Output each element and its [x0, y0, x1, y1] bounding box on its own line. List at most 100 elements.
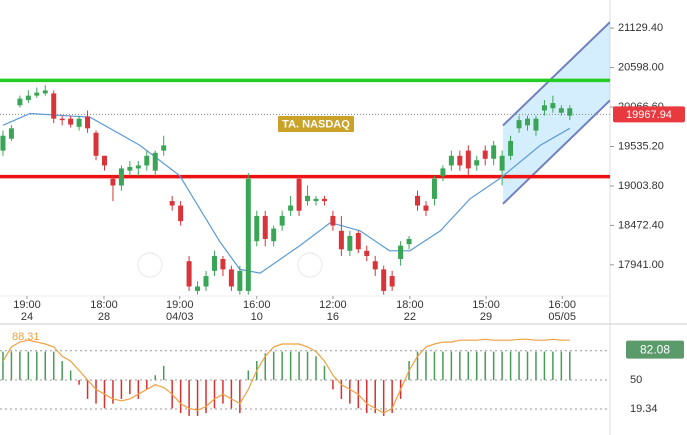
y-tick-label: 18472.40 [618, 219, 664, 231]
candle-body [101, 155, 107, 166]
candle-body [330, 215, 336, 226]
x-tick-label: 19:00 [166, 299, 194, 311]
candle-body [482, 150, 488, 159]
candle-body [338, 230, 344, 250]
x-tick-date: 16 [327, 311, 339, 323]
candle-body [169, 201, 175, 206]
candle-body [127, 166, 133, 171]
x-tick-label: 18:00 [90, 299, 118, 311]
candle-body [178, 205, 184, 222]
candle-body [144, 155, 150, 166]
last-price-box [613, 106, 685, 123]
y-tick-label: 20598.00 [618, 61, 664, 73]
candle-body [305, 195, 311, 202]
candle-body [34, 92, 40, 96]
x-tick-date: 28 [98, 311, 110, 323]
candle-body [68, 118, 74, 125]
x-tick-label: 16:00 [548, 299, 576, 311]
candle-body [525, 118, 531, 126]
candle-body [228, 269, 234, 287]
nav-left[interactable] [137, 252, 163, 278]
candle-body [8, 128, 14, 139]
channel-upper [502, 21, 610, 127]
candle-body [85, 116, 91, 129]
candle-body [296, 178, 302, 211]
candle-body [465, 150, 471, 169]
candle-body [398, 245, 404, 259]
candle-body [541, 105, 547, 111]
candle-body [431, 178, 437, 199]
candle-body [76, 118, 82, 127]
candle-body [262, 215, 268, 239]
candle-body [271, 228, 277, 242]
candle-body [415, 195, 421, 206]
x-tick-date: 10 [251, 311, 263, 323]
candle-body [372, 261, 378, 270]
candle-body [42, 90, 48, 94]
candle-body [474, 160, 480, 166]
candle-body [0, 135, 6, 151]
candle-body [313, 198, 319, 202]
plot-layer: TA. NASDAQ21129.4020598.0020066.6019535.… [0, 21, 685, 416]
candle-body [17, 98, 23, 106]
channel-fill [502, 22, 610, 204]
nav-buttons[interactable] [137, 252, 323, 278]
y-tick-label: 50 [630, 374, 642, 386]
legend-value: 88.31 [12, 331, 40, 343]
x-tick-date: 22 [404, 311, 416, 323]
candle-body [195, 286, 201, 291]
x-tick-label: 16:00 [243, 299, 271, 311]
candle-body [288, 205, 294, 211]
candle-body [516, 120, 522, 129]
x-tick-date: 24 [21, 311, 33, 323]
oscillator-line [2, 338, 570, 414]
candle-body [110, 178, 116, 186]
candle-body [440, 168, 446, 176]
x-tick-label: 12:00 [319, 299, 347, 311]
candle-body [51, 93, 57, 119]
candle-body [508, 140, 514, 156]
x-tick-date: 29 [480, 311, 492, 323]
last-value-box [626, 340, 684, 359]
last-price-label: 19967.94 [626, 109, 672, 121]
candle-body [186, 261, 192, 287]
candle-body [406, 238, 412, 245]
candle-body [448, 155, 454, 166]
channel-lower [502, 99, 610, 205]
candle-body [558, 108, 564, 113]
last-value-label: 82.08 [640, 342, 670, 356]
x-tick-label: 18:00 [396, 299, 424, 311]
candle-body [203, 276, 209, 287]
candle-body [25, 95, 31, 101]
annotation: TA. NASDAQ [282, 118, 350, 130]
x-tick-label: 15:00 [472, 299, 500, 311]
x-tick-label: 19:00 [13, 299, 41, 311]
candle-body [254, 215, 260, 242]
candle-body [381, 269, 387, 291]
candle-body [389, 276, 395, 287]
candle-body [423, 205, 429, 211]
y-tick-label: 19003.80 [618, 180, 664, 192]
y-tick-label: 17941.00 [618, 259, 664, 271]
candle-body [457, 155, 463, 166]
candle-body [93, 132, 99, 156]
candle-body [118, 168, 124, 186]
candle-body [161, 145, 167, 151]
nav-right[interactable] [297, 252, 323, 278]
candle-body [491, 145, 497, 159]
y-tick-label: 19.34 [630, 403, 658, 415]
candle-body [364, 250, 370, 257]
candle-body [355, 233, 361, 250]
y-tick-label: 19535.20 [618, 140, 664, 152]
candle-body [245, 178, 251, 291]
candle-body [211, 256, 217, 271]
candle-body [347, 235, 353, 251]
candle-body [237, 270, 243, 291]
y-tick-label: 21129.40 [618, 22, 663, 34]
x-tick-date: 04/03 [166, 311, 194, 323]
candle-body [533, 118, 539, 131]
candle-body [279, 215, 285, 226]
x-tick-date: 05/05 [548, 311, 576, 323]
